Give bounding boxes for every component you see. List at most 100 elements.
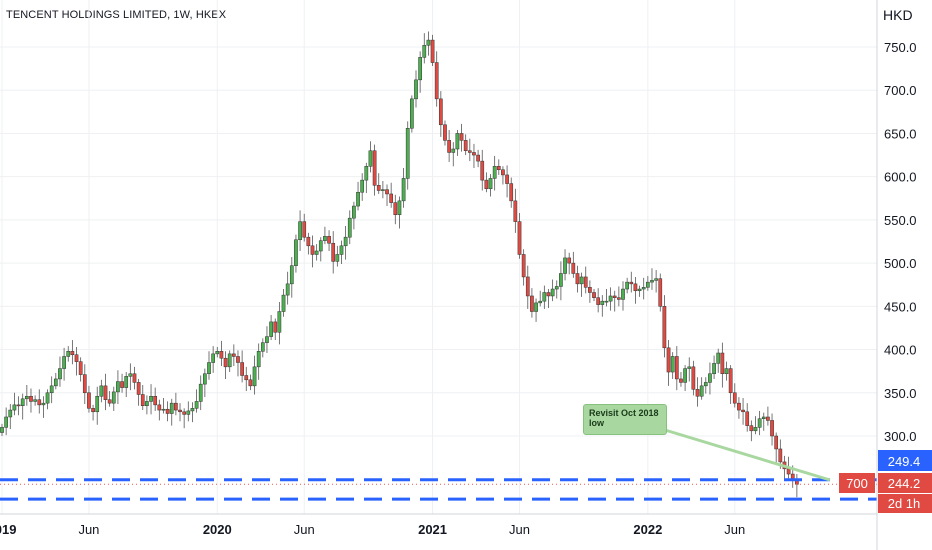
candle-body [178,409,182,413]
candle-body [327,236,331,244]
candle-body [732,392,737,404]
y-tick-label: 500.0 [884,256,917,271]
price-main-badge: 244.2 [888,476,921,491]
candle-body [438,98,443,126]
candle-body [140,394,145,406]
candle-body [169,402,174,414]
candle-body [633,283,638,292]
candle-body [149,395,153,402]
candle-body [405,128,410,179]
candle-body [20,398,25,406]
x-tick-label: Jun [724,522,745,537]
candle-body [124,376,129,388]
candle-body [62,356,66,369]
y-tick-label: 400.0 [884,343,917,358]
candle-body [679,378,683,383]
candle-body [389,193,394,203]
candle-body [45,392,50,404]
x-tick-label: 2019 [0,522,16,537]
candle-body [289,265,294,285]
candle-body [472,152,476,156]
candle-body [356,191,360,207]
x-tick-label: Jun [78,522,99,537]
candle-body [641,287,646,290]
candle-body [314,250,319,255]
candle-body [53,378,58,387]
candle-body [219,351,224,359]
candle-body [236,356,240,363]
x-tick-label: 2021 [418,522,447,537]
candle-body [542,292,547,302]
annotation-line2: low [589,418,604,428]
y-tick-label: 750.0 [884,40,917,55]
candle-body [567,257,572,264]
candle-body [749,425,754,432]
candle-body [74,354,79,362]
candle-body [521,254,526,278]
candle-body [306,236,311,247]
candle-body [654,278,658,281]
candle-body [761,416,766,419]
candle-body [426,39,431,46]
candle-body [588,287,592,293]
candle-body [434,62,439,100]
candle-body [277,311,282,333]
candle-body [393,202,398,215]
candle-body [281,294,286,312]
candle-body [153,395,158,406]
candle-body [621,288,625,300]
candle-body [604,300,609,303]
candle-body [720,352,725,375]
countdown-badge: 2d 1h [888,496,921,511]
candle-body [231,353,236,357]
annotation-callout[interactable]: Revisit Oct 2018 low [583,404,667,435]
candle-body [608,295,613,302]
annotation-line1: Revisit Oct 2018 [589,408,659,418]
countdown-badge-bg [878,494,932,513]
y-tick-label: 600.0 [884,170,917,185]
candle-body [650,280,654,283]
candle-body [12,404,17,411]
candle-body [447,140,451,153]
candle-body [103,385,108,400]
candle-body [737,402,741,411]
candle-body [563,257,567,274]
candle-body [190,408,195,412]
price-main-badge-bg [878,473,932,493]
time-axis: 2019 Jun 2020 Jun 2021 Jun 2022 Jun [0,522,745,537]
candle-body [546,292,551,297]
y-tick-label: 450.0 [884,299,917,314]
candle-body [691,366,696,390]
candle-body [629,281,634,285]
candle-body [414,79,418,100]
candle-body [273,321,278,333]
candle-body [364,166,369,181]
candle-body [120,381,124,388]
candle-body [310,245,315,255]
candle-body [376,185,381,191]
candle-body [256,351,261,368]
candle-body [687,366,692,369]
candle-body [294,239,298,266]
candle-body [198,383,203,402]
candle-body [455,133,460,150]
candle-body [612,295,617,298]
candle-body [165,408,170,414]
candle-body [467,150,472,153]
candle-body [66,351,71,357]
candle-body [248,379,253,387]
candle-body [128,373,133,377]
candle-body [670,356,675,373]
candle-body [372,150,377,186]
candle-body [182,411,187,415]
callout-pointer [664,428,831,482]
candle-body [211,353,215,363]
candle-body [770,420,774,437]
candle-body [285,283,290,296]
candle-body [227,353,232,368]
candle-body [24,395,29,400]
candle-body [4,416,8,428]
candle-body [107,399,112,404]
candle-body [269,321,273,337]
